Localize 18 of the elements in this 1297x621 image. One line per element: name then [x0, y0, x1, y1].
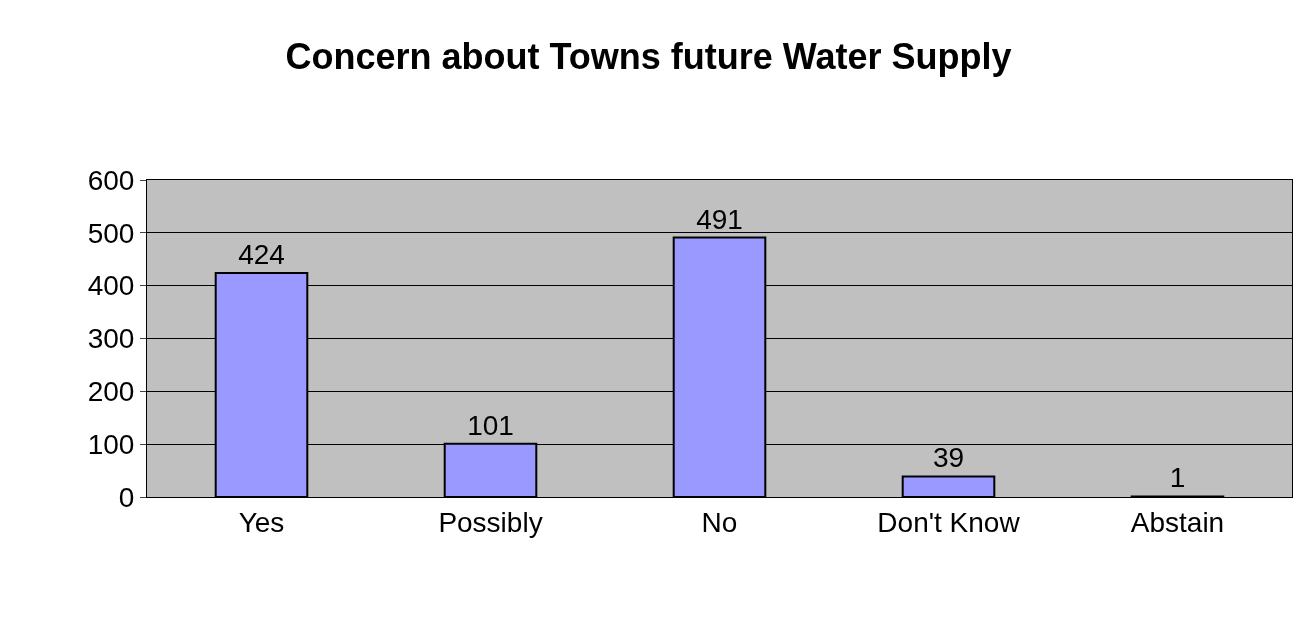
data-label: 491 — [696, 203, 743, 235]
y-tick-label: 500 — [87, 217, 135, 249]
x-tick-label: Don't Know — [877, 506, 1021, 538]
y-tick-label: 300 — [87, 323, 135, 355]
y-tick-label: 600 — [87, 164, 135, 196]
data-label: 101 — [467, 409, 514, 441]
x-tick-label: No — [701, 506, 738, 538]
y-tick-label: 100 — [87, 428, 135, 460]
data-label: 424 — [238, 238, 285, 270]
x-tick-label: Possibly — [438, 506, 543, 538]
y-tick-label: 0 — [118, 481, 135, 513]
data-label: 39 — [932, 442, 965, 474]
x-tick-label: Abstain — [1130, 506, 1225, 538]
y-tick-label: 400 — [87, 270, 135, 302]
data-label: 1 — [1169, 462, 1186, 494]
x-tick-label: Yes — [238, 506, 285, 538]
chart-title: Concern about Towns future Water Supply — [285, 35, 1012, 77]
y-tick-label: 200 — [87, 376, 135, 408]
